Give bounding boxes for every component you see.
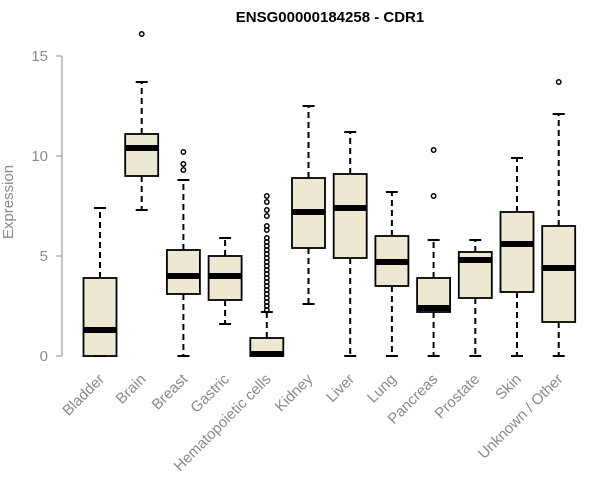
box-breast bbox=[165, 149, 201, 357]
box-lung bbox=[374, 191, 410, 357]
box-skin bbox=[499, 157, 535, 357]
outlier-point bbox=[430, 147, 437, 153]
y-tick-label: 5 bbox=[40, 248, 48, 265]
outlier-point bbox=[180, 167, 187, 173]
outlier-point bbox=[180, 149, 187, 155]
box-gastric bbox=[207, 237, 243, 325]
y-axis-label: Expression bbox=[0, 165, 17, 239]
y-tick-label: 10 bbox=[31, 148, 48, 165]
outlier-point bbox=[263, 235, 270, 241]
x-tick-label: Kidney bbox=[272, 370, 317, 415]
outlier-point bbox=[263, 213, 270, 219]
outlier-point bbox=[263, 223, 270, 229]
iqr-box bbox=[499, 211, 535, 293]
iqr-box bbox=[541, 225, 577, 323]
iqr-box bbox=[165, 249, 201, 295]
chart-title: ENSG00000184258 - CDR1 bbox=[236, 9, 424, 26]
outlier-point bbox=[263, 207, 270, 213]
x-tick-label: Lung bbox=[364, 371, 400, 407]
y-tick-label: 15 bbox=[31, 48, 48, 65]
box-brain bbox=[124, 31, 160, 211]
outlier-point bbox=[555, 79, 562, 85]
outlier-point bbox=[430, 193, 437, 199]
iqr-box bbox=[332, 173, 368, 259]
x-tick-label: Brain bbox=[113, 371, 150, 408]
box-prostate bbox=[457, 239, 493, 357]
y-tick-label: 0 bbox=[40, 348, 48, 365]
box-series bbox=[82, 31, 577, 357]
outlier-point bbox=[180, 161, 187, 167]
x-tick-label: Liver bbox=[323, 371, 358, 406]
box-hematopoietic-cells bbox=[249, 193, 285, 357]
x-tick-label: Bladder bbox=[59, 371, 108, 420]
box-unknown-other bbox=[541, 79, 577, 357]
box-bladder bbox=[82, 207, 118, 357]
outlier-point bbox=[263, 199, 270, 205]
x-tick-label: Prostate bbox=[432, 371, 484, 423]
iqr-box bbox=[82, 277, 118, 357]
box-liver bbox=[332, 131, 368, 357]
outlier-point bbox=[263, 193, 270, 199]
iqr-box bbox=[124, 133, 160, 177]
box-pancreas bbox=[416, 147, 452, 357]
x-tick-label: Breast bbox=[149, 370, 192, 413]
box-kidney bbox=[291, 105, 326, 305]
x-tick-label: Skin bbox=[492, 371, 525, 404]
outlier-point bbox=[138, 31, 145, 37]
y-axis-ticks: 0 5 10 15 bbox=[31, 48, 62, 365]
